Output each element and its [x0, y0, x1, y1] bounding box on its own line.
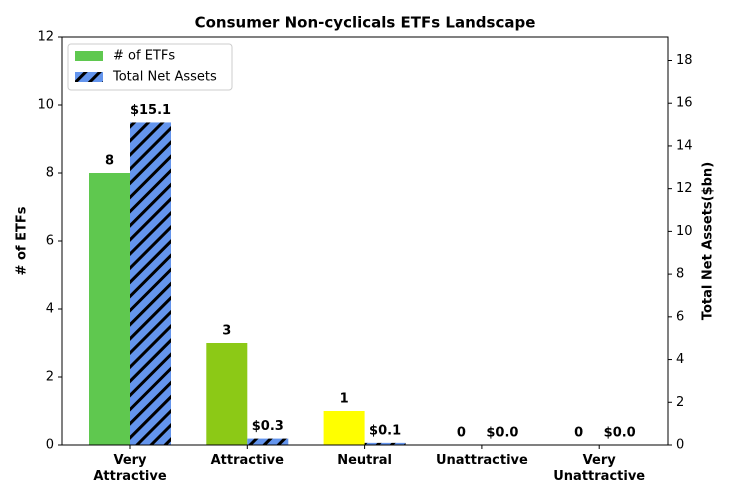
- legend-label: Total Net Assets: [112, 70, 217, 85]
- data-label: $0.3: [252, 419, 284, 434]
- y2-tick-label: 16: [676, 96, 693, 111]
- y2-tick-label: 10: [676, 224, 693, 239]
- y2-tick-label: 18: [676, 53, 693, 68]
- y2-tick-label: 4: [676, 352, 684, 367]
- y-tick-label: 4: [46, 302, 54, 317]
- x-tick-label: Unattractive: [435, 453, 528, 468]
- y-tick-label: 2: [46, 370, 54, 385]
- data-label: 0: [574, 426, 583, 441]
- data-label: 3: [222, 324, 231, 339]
- bar: [247, 438, 289, 445]
- y-tick-label: 0: [46, 438, 54, 453]
- data-label: 1: [340, 392, 349, 407]
- bar: [323, 411, 365, 445]
- data-label: 0: [457, 426, 466, 441]
- y2-tick-label: 14: [676, 138, 693, 153]
- y-tick-label: 10: [37, 98, 54, 113]
- y-axis-label: # of ETFs: [15, 206, 30, 275]
- y-tick-label: 12: [37, 30, 54, 45]
- x-tick-label: Very Attractive: [93, 453, 167, 484]
- plot-frame: [61, 36, 669, 446]
- y2-tick-label: 0: [676, 438, 684, 453]
- y2-tick-label: 2: [676, 395, 684, 410]
- x-tick-label: Very Unattractive: [553, 453, 646, 484]
- legend-swatch: [75, 72, 103, 82]
- y2-tick-label: 8: [676, 267, 684, 282]
- chart-title: Consumer Non-cyclicals ETFs Landscape: [195, 14, 536, 32]
- legend-label: # of ETFs: [113, 49, 175, 64]
- legend-box: [67, 43, 233, 91]
- y2-tick-label: 12: [676, 181, 693, 196]
- data-label: 8: [105, 154, 114, 169]
- x-tick-label: Attractive: [210, 453, 284, 468]
- y2-tick-label: 6: [676, 309, 684, 324]
- data-label: $15.1: [130, 103, 171, 118]
- x-tick-label: Neutral: [337, 453, 392, 468]
- data-label: $0.0: [486, 426, 518, 441]
- bar: [206, 343, 248, 445]
- bar: [364, 442, 406, 445]
- y2-axis-label: Total Net Assets($bn): [701, 162, 716, 320]
- data-label: $0.0: [604, 426, 636, 441]
- y-tick-label: 6: [46, 234, 54, 249]
- data-label: $0.1: [369, 423, 401, 438]
- bar: [89, 173, 130, 445]
- bar: [130, 122, 171, 446]
- y-tick-label: 8: [46, 166, 54, 181]
- legend-swatch: [75, 51, 103, 61]
